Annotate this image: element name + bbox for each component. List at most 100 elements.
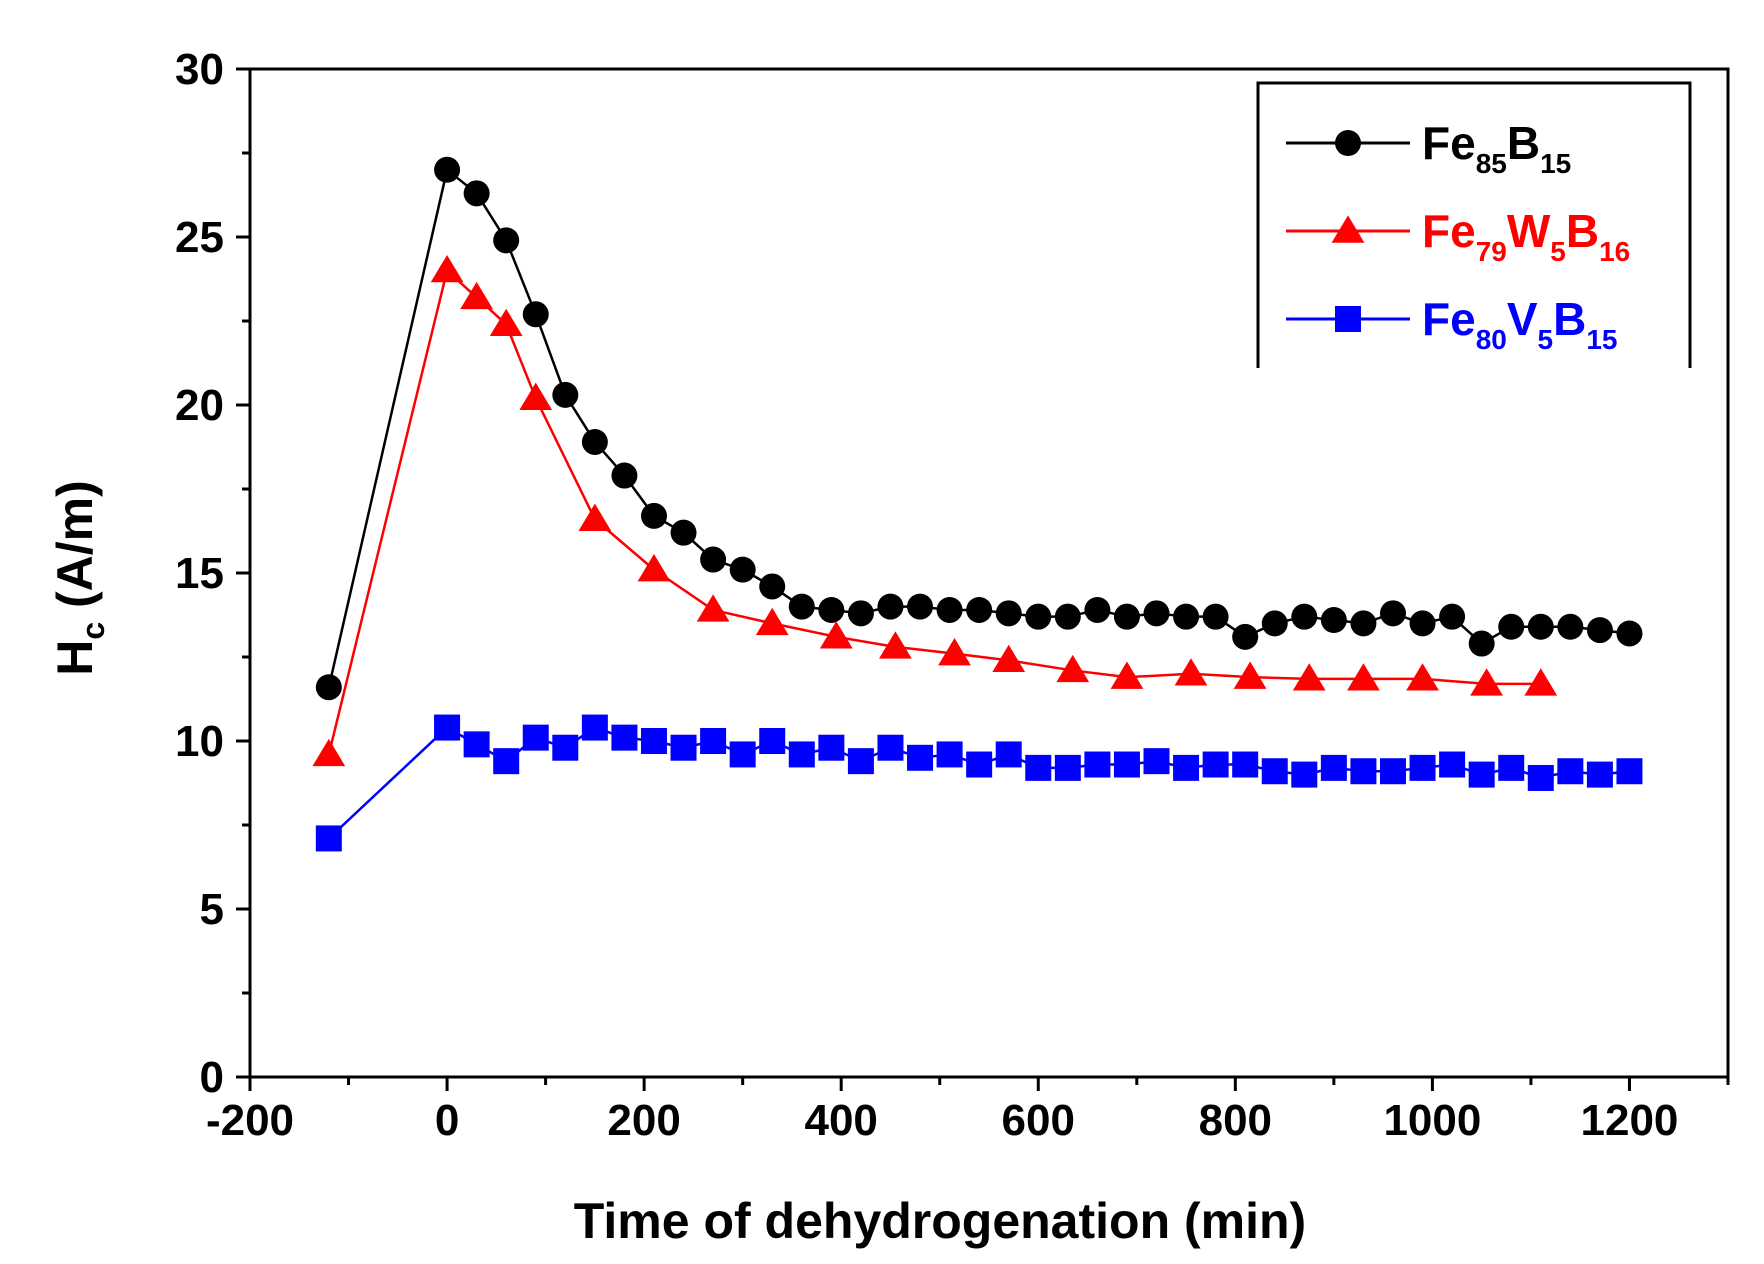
- data-point-Fe85B15-270: [700, 546, 727, 573]
- data-point-Fe85B15-90: [522, 301, 549, 328]
- data-point-Fe80V5B15-90: [522, 724, 549, 751]
- x-axis-title: Time of dehydrogenation (min): [574, 1193, 1306, 1249]
- data-point-Fe79W5B16-30: [460, 281, 494, 310]
- data-point-Fe85B15-240: [670, 519, 697, 546]
- data-point-Fe79W5B16-270: [696, 594, 730, 622]
- data-point-Fe80V5B15-60: [493, 748, 520, 775]
- data-point-Fe80V5B15-270: [700, 728, 727, 754]
- data-point-Fe80V5B15-510: [936, 741, 963, 768]
- data-point-Fe79W5B16-635: [1056, 654, 1090, 683]
- data-point-Fe85B15-1140: [1557, 613, 1584, 640]
- data-point-Fe80V5B15-180: [611, 724, 638, 751]
- x-tick-label-400: 400: [804, 1096, 877, 1145]
- data-point-Fe79W5B16-875: [1292, 663, 1326, 691]
- data-point-Fe79W5B16-455: [879, 631, 912, 659]
- y-axis: 0 5 10 15 20 25 30: [175, 45, 250, 1102]
- data-point-Fe85B15-150: [581, 428, 608, 455]
- data-point-Fe80V5B15-930: [1350, 758, 1377, 785]
- legend: Fe85B15 Fe79W5B16 Fe80V5B15: [1256, 81, 1692, 368]
- data-point-Fe80V5B15-570: [995, 741, 1022, 768]
- legend-label-Fe79W5B16: Fe79W5B16: [1422, 205, 1630, 267]
- data-point-Fe80V5B15-870: [1291, 761, 1318, 788]
- x-axis: -200 0 200 400 600 800 1000 1200: [206, 1077, 1730, 1145]
- data-point-Fe79W5B16-150: [578, 503, 612, 531]
- data-point-Fe80V5B15-450: [877, 734, 904, 761]
- data-point-Fe80V5B15-390: [818, 734, 845, 761]
- data-point-Fe80V5B15-360: [788, 741, 815, 768]
- data-point-Fe85B15-450: [877, 593, 904, 620]
- y-tick-label-20: 20: [175, 381, 224, 430]
- y-tick-label-30: 30: [175, 45, 224, 94]
- data-point-Fe79W5B16-90: [519, 382, 553, 410]
- legend-label-Fe80V5B15: Fe80V5B15: [1422, 293, 1618, 355]
- data-point-Fe80V5B15-780: [1202, 751, 1229, 778]
- data-point-Fe85B15-840: [1261, 610, 1288, 637]
- data-point-Fe85B15-1200: [1616, 620, 1643, 647]
- data-point-Fe80V5B15-540: [966, 751, 993, 778]
- y-tick-label-5: 5: [200, 885, 224, 934]
- x-tick-label-800: 800: [1199, 1096, 1272, 1145]
- series-Fe85B15: [315, 156, 1643, 701]
- series-Fe79W5B16: [312, 255, 1558, 767]
- data-point-Fe85B15-690: [1113, 603, 1140, 630]
- legend-marker-triangle: [1331, 215, 1365, 243]
- data-point-Fe85B15-210: [640, 502, 667, 529]
- data-point-Fe85B15-960: [1379, 600, 1406, 627]
- legend-marker-circle: [1335, 130, 1361, 156]
- series-layer: [312, 156, 1643, 852]
- data-point-Fe80V5B15-30: [463, 731, 490, 758]
- data-point-Fe80V5B15-300: [729, 741, 756, 768]
- data-point-Fe79W5B16-815: [1233, 661, 1267, 689]
- data-point-Fe79W5B16-0: [430, 255, 464, 283]
- data-point-Fe85B15-1110: [1527, 613, 1554, 640]
- data-point-Fe85B15-420: [847, 600, 874, 627]
- data-point-Fe80V5B15-600: [1025, 754, 1052, 781]
- y-axis-title-sub: c: [75, 622, 111, 640]
- data-point-Fe85B15-810: [1232, 623, 1259, 650]
- data-point-Fe80V5B15-1050: [1468, 761, 1495, 788]
- data-point-Fe80V5B15-840: [1261, 758, 1288, 785]
- data-point-Fe85B15-540: [966, 596, 993, 623]
- data-point-Fe85B15-180: [611, 462, 638, 489]
- data-point-Fe85B15-570: [995, 600, 1022, 627]
- data-point-Fe85B15-1080: [1498, 613, 1525, 640]
- series-Fe80V5B15: [315, 714, 1643, 852]
- data-point-Fe80V5B15-630: [1054, 754, 1081, 781]
- x-tick-label-1200: 1200: [1581, 1096, 1679, 1145]
- y-axis-title-unit: (A/m): [47, 480, 103, 622]
- data-point-Fe80V5B15-660: [1084, 751, 1111, 778]
- data-point-Fe79W5B16-570: [992, 644, 1026, 673]
- x-tick-label-0: 0: [435, 1096, 459, 1145]
- y-tick-label-10: 10: [175, 717, 224, 766]
- data-point-Fe79W5B16-330: [755, 607, 789, 636]
- x-tick-label--200: -200: [206, 1096, 294, 1145]
- data-point-Fe85B15-510: [936, 596, 963, 623]
- data-point-Fe85B15-750: [1173, 603, 1200, 630]
- x-tick-label-600: 600: [1002, 1096, 1075, 1145]
- data-point-Fe80V5B15-1110: [1527, 764, 1554, 791]
- data-point-Fe85B15-900: [1320, 607, 1347, 634]
- data-point-Fe85B15-600: [1025, 603, 1052, 630]
- data-point-Fe85B15-360: [788, 593, 815, 620]
- y-tick-label-0: 0: [200, 1053, 224, 1102]
- data-point-Fe80V5B15-330: [759, 728, 786, 754]
- data-point-Fe80V5B15-960: [1379, 758, 1406, 785]
- data-point-Fe80V5B15-750: [1173, 754, 1200, 781]
- legend-frame: [1256, 81, 1692, 368]
- y-axis-title: Hc (A/m): [47, 480, 111, 676]
- data-point-Fe80V5B15-990: [1409, 754, 1436, 781]
- data-point-Fe85B15-930: [1350, 610, 1377, 637]
- data-point-Fe85B15--120: [315, 674, 342, 701]
- data-point-Fe80V5B15-240: [670, 734, 697, 761]
- data-point-Fe80V5B15-120: [552, 734, 579, 761]
- data-point-Fe79W5B16-515: [938, 638, 971, 666]
- legend-marker-square: [1335, 306, 1361, 332]
- data-point-Fe80V5B15--120: [315, 825, 342, 852]
- data-point-Fe80V5B15-810: [1232, 751, 1259, 778]
- data-point-Fe79W5B16--120: [312, 738, 346, 767]
- data-point-Fe80V5B15-420: [847, 748, 874, 775]
- y-tick-label-25: 25: [175, 213, 224, 262]
- data-point-Fe79W5B16-690: [1110, 661, 1144, 689]
- data-point-Fe80V5B15-480: [907, 744, 934, 771]
